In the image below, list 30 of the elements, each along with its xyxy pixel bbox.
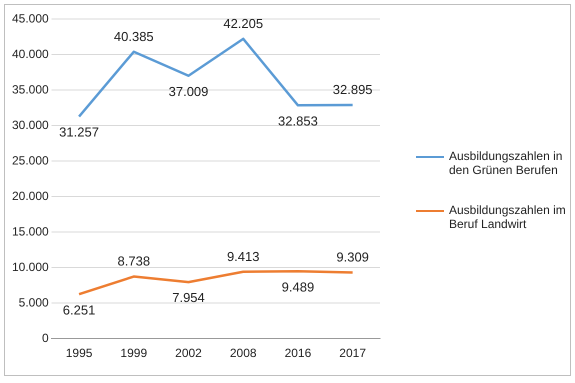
y-tick-label: 20.000 [12, 188, 50, 203]
data-label: 32.853 [278, 113, 318, 128]
y-tick-label: 10.000 [12, 260, 50, 274]
data-label: 9.489 [282, 279, 314, 294]
legend-label: Ausbildungszahlen in den Grünen Berufen [449, 149, 564, 177]
x-tick-label: 2008 [230, 346, 257, 360]
y-tick-label: 5.000 [18, 295, 50, 310]
x-tick-label: 2017 [339, 346, 366, 360]
y-tick-label: 45.000 [12, 11, 50, 26]
x-tick-label: 1995 [66, 346, 93, 360]
data-label: 40.385 [114, 28, 154, 44]
data-label: 42.205 [223, 16, 264, 31]
y-tick-label: 25.000 [12, 153, 50, 168]
data-label: 37.009 [168, 84, 208, 99]
x-tick-label: 2002 [175, 346, 202, 360]
data-label: 6.251 [62, 302, 96, 318]
x-tick-label: 1999 [120, 346, 148, 360]
data-label: 31.257 [59, 124, 99, 140]
data-label: 32.895 [332, 82, 373, 98]
y-tick-label: 40.000 [12, 46, 50, 61]
data-label: 7.954 [172, 290, 205, 306]
y-tick-label: 35.000 [12, 82, 50, 96]
legend-label: Ausbildungszahlen im Beruf Landwirt [449, 203, 566, 231]
data-label: 9.309 [336, 250, 369, 265]
x-tick-label: 2016 [284, 346, 312, 360]
data-label: 9.413 [226, 248, 260, 264]
y-tick-label: 15.000 [12, 224, 50, 238]
y-tick-label: 30.000 [12, 118, 50, 132]
data-label: 8.738 [118, 254, 150, 269]
y-tick-label: 0 [42, 330, 50, 345]
